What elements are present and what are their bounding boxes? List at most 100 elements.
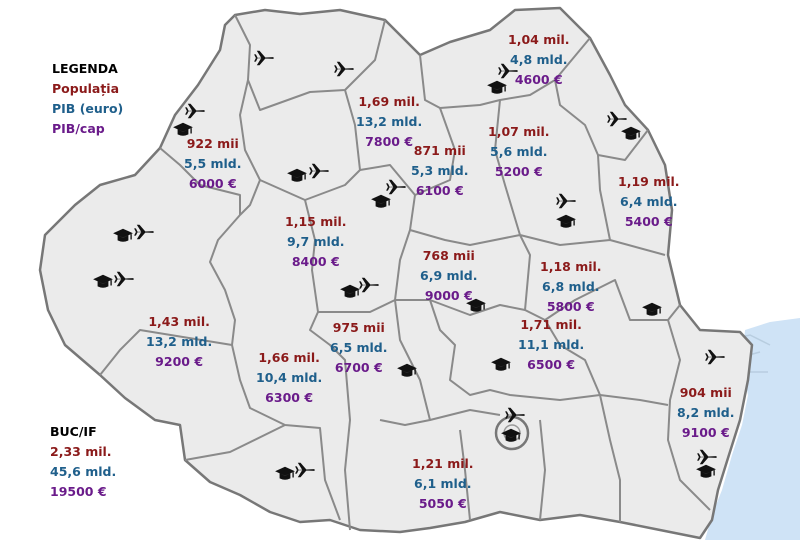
legend: LEGENDA Populația PIB (euro) PIB/cap — [52, 59, 123, 139]
region-gdp-per-capita: 6500 € — [527, 357, 576, 372]
graduation-cap-icon — [275, 466, 295, 480]
graduation-cap-icon — [371, 194, 391, 208]
region-label: 975 mii 6,5 mld. 6700 € — [330, 318, 388, 378]
airplane-icon — [386, 179, 406, 195]
region-label: 1,43 mil. 13,2 mld. 9200 € — [146, 312, 212, 372]
airplane-icon — [556, 193, 576, 209]
region-gdp-per-capita: 7800 € — [365, 134, 414, 149]
black-sea — [705, 318, 800, 540]
airplane-icon — [134, 224, 154, 240]
region-population: 1,04 mil. — [508, 32, 570, 47]
region-gdp-per-capita: 9100 € — [681, 425, 730, 440]
region-population: 904 mii — [679, 385, 732, 400]
region-population: 1,19 mil. — [618, 174, 680, 189]
graduation-cap-icon — [501, 428, 521, 442]
region-population: 1,71 mil. — [520, 317, 582, 332]
capital-population: 2,33 mil. — [50, 444, 112, 459]
region-gdp: 5,5 mld. — [184, 156, 242, 171]
region-label: 1,15 mil. 9,7 mld. 8400 € — [285, 212, 347, 272]
region-gdp: 11,1 mld. — [518, 337, 585, 352]
region-gdp-per-capita: 5400 € — [624, 214, 673, 229]
region-label: 1,19 mil. 6,4 mld. 5400 € — [618, 172, 680, 232]
airplane-icon — [295, 462, 315, 478]
graduation-cap-icon — [487, 80, 507, 94]
graduation-cap-icon — [287, 168, 307, 182]
region-population: 1,69 mil. — [358, 94, 420, 109]
capital-title: BUC/IF — [50, 424, 97, 439]
region-gdp: 10,4 mld. — [256, 370, 323, 385]
region-label: 1,69 mil. 13,2 mld. 7800 € — [356, 92, 422, 152]
region-gdp-per-capita: 6300 € — [265, 390, 314, 405]
region-label: 1,21 mil. 6,1 mld. 5050 € — [412, 454, 474, 514]
capital-block: BUC/IF 2,33 mil. 45,6 mld. 19500 € — [50, 422, 116, 502]
airplane-icon — [498, 63, 518, 79]
region-gdp: 6,5 mld. — [330, 340, 388, 355]
graduation-cap-icon — [93, 274, 113, 288]
region-gdp-per-capita: 5800 € — [546, 299, 595, 314]
region-population: 1,07 mil. — [488, 124, 550, 139]
airplane-icon — [697, 449, 717, 465]
airplane-icon — [114, 271, 134, 287]
region-population: 1,43 mil. — [148, 314, 210, 329]
graduation-cap-icon — [556, 214, 576, 228]
airplane-icon — [185, 103, 205, 119]
region-population: 975 mii — [332, 320, 385, 335]
graduation-cap-icon — [173, 122, 193, 136]
airplane-icon — [309, 163, 329, 179]
region-label: 1,18 mil. 6,8 mld. 5800 € — [540, 257, 602, 317]
region-gdp-per-capita: 5200 € — [494, 164, 543, 179]
region-label: 871 mii 5,3 mld. 6100 € — [411, 141, 469, 201]
graduation-cap-icon — [621, 126, 641, 140]
graduation-cap-icon — [340, 284, 360, 298]
graduation-cap-icon — [397, 363, 417, 377]
region-label: 1,04 mil. 4,8 mld. 4600 € — [508, 30, 570, 90]
region-gdp: 4,8 mld. — [510, 52, 568, 67]
region-population: 768 mii — [422, 248, 475, 263]
airplane-icon — [254, 50, 274, 66]
region-gdp-per-capita: 6100 € — [415, 183, 464, 198]
region-gdp: 9,7 mld. — [287, 234, 345, 249]
country-outline — [38, 6, 754, 540]
region-label: 1,07 mil. 5,6 mld. 5200 € — [488, 122, 550, 182]
capital-gdp: 45,6 mld. — [50, 464, 117, 479]
airplane-icon — [705, 349, 725, 365]
region-gdp-per-capita: 9000 € — [424, 288, 473, 303]
graduation-cap-icon — [696, 464, 716, 478]
region-label: 768 mii 6,9 mld. 9000 € — [420, 246, 478, 306]
region-gdp-per-capita: 4600 € — [514, 72, 563, 87]
region-population: 922 mii — [186, 136, 239, 151]
region-gdp: 8,2 mld. — [677, 405, 735, 420]
region-population: 1,21 mil. — [412, 456, 474, 471]
airplane-icon — [607, 111, 627, 127]
airplane-icon — [359, 277, 379, 293]
region-gdp: 5,6 mld. — [490, 144, 548, 159]
capital-gdp-per-capita: 19500 € — [50, 484, 107, 499]
legend-gdp: PIB (euro) — [52, 101, 124, 116]
graduation-cap-icon — [491, 357, 511, 371]
region-gdp: 6,8 mld. — [542, 279, 600, 294]
airplane-icon — [505, 407, 525, 423]
region-gdp-per-capita: 8400 € — [291, 254, 340, 269]
graduation-cap-icon — [113, 228, 133, 242]
region-population: 871 mii — [413, 143, 466, 158]
region-gdp-per-capita: 5050 € — [418, 496, 467, 511]
region-label: 904 mii 8,2 mld. 9100 € — [677, 383, 735, 443]
graduation-cap-icon — [642, 302, 662, 316]
region-gdp: 13,2 mld. — [146, 334, 213, 349]
region-gdp: 13,2 mld. — [356, 114, 423, 129]
region-gdp-per-capita: 6000 € — [188, 176, 237, 191]
region-gdp-per-capita: 9200 € — [155, 354, 204, 369]
region-gdp: 6,1 mld. — [414, 476, 472, 491]
legend-title: LEGENDA — [52, 61, 118, 76]
legend-gdp-per-capita: PIB/cap — [52, 121, 105, 136]
region-population: 1,15 mil. — [285, 214, 347, 229]
region-gdp-per-capita: 6700 € — [334, 360, 383, 375]
graduation-cap-icon — [466, 298, 486, 312]
airplane-icon — [334, 61, 354, 77]
region-label: 1,66 mil. 10,4 mld. 6300 € — [256, 348, 322, 408]
county-borders — [99, 14, 711, 531]
region-gdp: 6,4 mld. — [620, 194, 678, 209]
region-population: 1,66 mil. — [258, 350, 320, 365]
region-label: 922 mii 5,5 mld. 6000 € — [184, 134, 242, 194]
